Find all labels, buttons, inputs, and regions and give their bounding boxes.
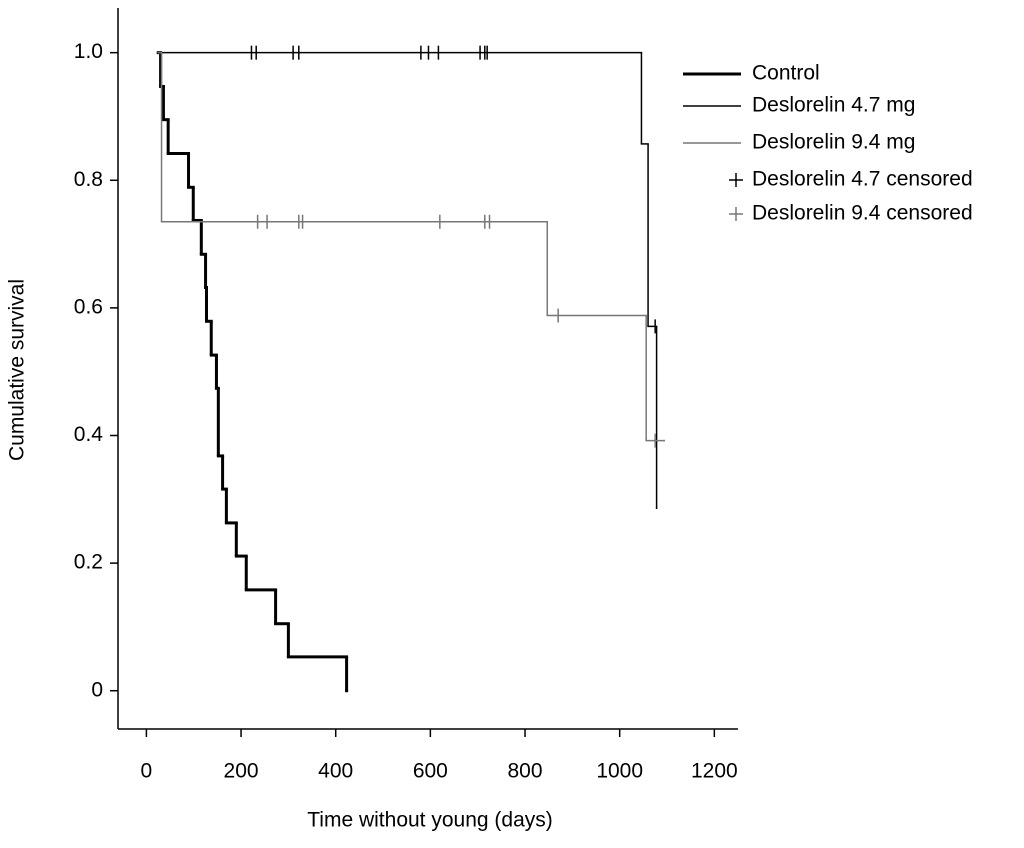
x-tick-label: 0	[141, 760, 153, 783]
y-tick-label: 0	[91, 678, 103, 701]
x-axis-label: Time without young (days)	[307, 809, 553, 832]
x-tick-label: 200	[224, 760, 259, 783]
x-tick-label: 1200	[691, 760, 738, 783]
x-tick-label: 1000	[596, 760, 643, 783]
x-tick-label: 600	[413, 760, 448, 783]
y-tick-label: 0.6	[74, 295, 103, 318]
y-axis-label: Cumulative survival	[6, 279, 29, 461]
x-tick-label: 400	[318, 760, 353, 783]
y-tick-label: 1.0	[74, 40, 103, 63]
x-tick-label: 800	[507, 760, 542, 783]
legend-label: Deslorelin 4.7 mg	[752, 94, 915, 117]
y-tick-label: 0.4	[74, 423, 104, 446]
legend-label: Deslorelin 9.4 mg	[752, 131, 915, 154]
y-tick-label: 0.2	[74, 551, 103, 574]
legend-label: Deslorelin 4.7 censored	[752, 168, 973, 191]
legend-label: Deslorelin 9.4 censored	[752, 202, 973, 225]
y-tick-label: 0.8	[74, 168, 103, 191]
legend-label: Control	[752, 62, 820, 85]
